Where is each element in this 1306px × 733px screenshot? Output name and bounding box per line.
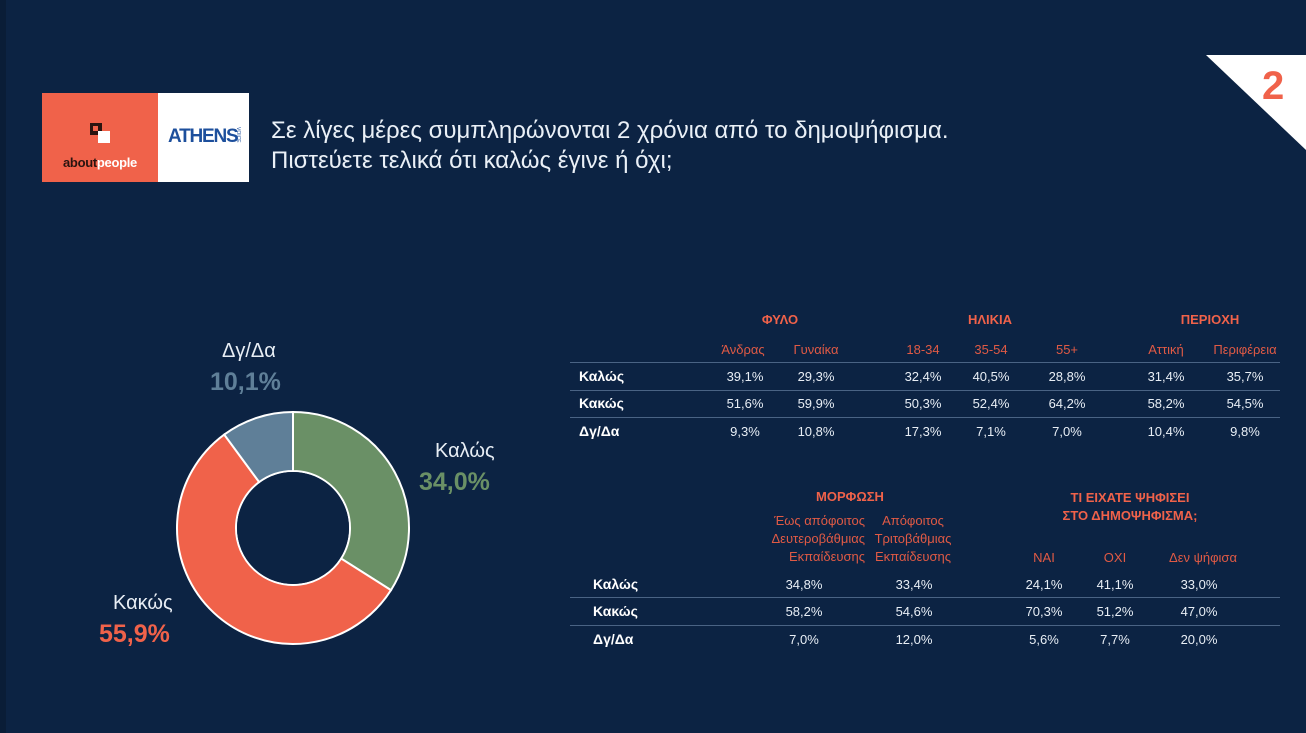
donut-slice-dgda [222,410,294,484]
table2-col-header: ΝΑΙ [1033,550,1055,565]
table2-cell: 24,1% [1025,577,1063,592]
table1-col-header: 35-54 [974,342,1008,357]
slide-number-corner [1206,55,1306,150]
table2-cell: 33,0% [1180,577,1218,592]
col-line: Έως απόφοιτος [774,513,865,528]
table1-cell: 35,7% [1226,369,1264,384]
table1-cell: 28,8% [1048,369,1086,384]
table1-cell: 52,4% [972,396,1010,411]
survey-question: Σε λίγες μέρες συμπληρώνονται 2 χρόνια α… [271,116,949,176]
col-line: Τριτοβάθμιας [874,531,952,546]
col-line: Απόφοιτος [882,513,944,528]
table1-col-header: Άνδρας [721,342,765,357]
donut-value-kakos: 55,9% [99,620,170,648]
table1-cell: 29,3% [797,369,835,384]
table2-col-header-edu1: Έως απόφοιτος Δευτεροβάθμιας Εκπαίδευσης [735,512,865,566]
table2-cell: 34,8% [785,577,823,592]
table2-col-header: ΟΧΙ [1103,550,1127,565]
table1-rule [570,390,1280,391]
table2-row-label: Κακώς [593,603,638,619]
table1-cell: 7,0% [1052,424,1082,439]
table1-cell: 9,3% [730,424,760,439]
table2-group-vote-line-1: ΤΙ ΕΙΧΑΤΕ ΨΗΦΙΣΕΙ [1070,490,1190,505]
table2-group-vote: ΤΙ ΕΙΧΑΤΕ ΨΗΦΙΣΕΙ ΣΤΟ ΔΗΜΟΨΗΦΙΣΜΑ; [1040,489,1220,525]
table1-row-label: Καλώς [579,368,625,384]
table1-cell: 59,9% [797,396,835,411]
athens-voice-sub: VOICE [235,127,241,143]
table2-group-education: ΜΟΡΦΩΣΗ [816,489,884,504]
table1-row-label: Κακώς [579,395,624,411]
athens-wordmark: ATHENS [168,126,239,147]
table1-group-age: ΗΛΙΚΙΑ [967,312,1013,327]
question-line-1: Σε λίγες μέρες συμπληρώνονται 2 χρόνια α… [271,117,949,144]
table1-cell: 17,3% [904,424,942,439]
col-line: Δευτεροβάθμιας [771,531,865,546]
table1-col-header: Περιφέρεια [1213,342,1277,357]
table1-col-header: Αττική [1148,342,1184,357]
donut-label-kalos: Καλώς [435,440,495,462]
table1-group-gender: ΦΥΛΟ [761,312,799,327]
table1-col-header: Γυναίκα [793,342,839,357]
question-line-2: Πιστεύετε τελικά ότι καλώς έγινε ή όχι; [271,147,673,174]
table2-cell: 58,2% [785,604,823,619]
donut-label-kakos: Κακώς [113,592,173,614]
table2-cell: 7,7% [1100,632,1130,647]
table2-cell: 33,4% [895,577,933,592]
table1-cell: 54,5% [1226,396,1264,411]
table2-rule [570,597,1280,598]
table1-col-header: 18-34 [906,342,940,357]
table2-cell: 12,0% [895,632,933,647]
table2-rule [570,625,1280,626]
table1-cell: 51,6% [726,396,764,411]
table1-col-header: 55+ [1055,342,1079,357]
table1-rule [570,417,1280,418]
donut-slice-kakos [176,433,393,645]
table1-cell: 7,1% [976,424,1006,439]
table2-col-header-edu2: Απόφοιτος Τριτοβάθμιας Εκπαίδευσης [858,512,968,566]
aboutpeople-logo: aboutpeople [42,93,158,182]
col-line: Εκπαίδευσης [788,549,865,564]
table1-cell: 64,2% [1048,396,1086,411]
table2-cell: 51,2% [1096,604,1134,619]
table2-row-label: Δγ/Δα [593,631,634,647]
table1-cell: 10,4% [1147,424,1185,439]
table2-cell: 5,6% [1029,632,1059,647]
donut-value-dgda: 10,1% [210,368,281,396]
table2-col-header: Δεν ψήφισα [1169,550,1237,565]
table1-rule [570,362,1280,363]
donut-value-kalos: 34,0% [419,468,490,496]
aboutpeople-wordmark: aboutpeople [63,155,137,170]
slide-number: 2 [1262,64,1285,108]
table1-cell: 39,1% [726,369,764,384]
table2-cell: 70,3% [1025,604,1063,619]
table1-row-label: Δγ/Δα [579,423,620,439]
left-edge [0,0,6,733]
aboutpeople-mark-icon [90,123,110,143]
col-line: Εκπαίδευσης [874,549,952,564]
table2-group-vote-line-2: ΣΤΟ ΔΗΜΟΨΗΦΙΣΜΑ; [1062,508,1198,523]
athens-voice-logo: ATHENS VOICE [158,93,249,182]
table2-row-label: Καλώς [593,576,639,592]
donut-hole [237,472,349,584]
table1-group-region: ΠΕΡΙΟΧΗ [1180,312,1240,327]
table2-cell: 41,1% [1096,577,1134,592]
table1-cell: 31,4% [1147,369,1185,384]
donut-label-dgda: Δγ/Δα [222,340,276,362]
table1-cell: 32,4% [904,369,942,384]
table2-cell: 54,6% [895,604,933,619]
table1-cell: 10,8% [797,424,835,439]
table1-cell: 58,2% [1147,396,1185,411]
table1-cell: 50,3% [904,396,942,411]
donut-slice-kalos [292,410,410,592]
table1-cell: 9,8% [1230,424,1260,439]
donut-chart [176,410,410,645]
table2-cell: 7,0% [789,632,819,647]
table2-cell: 47,0% [1180,604,1218,619]
table2-cell: 20,0% [1180,632,1218,647]
table1-cell: 40,5% [972,369,1010,384]
